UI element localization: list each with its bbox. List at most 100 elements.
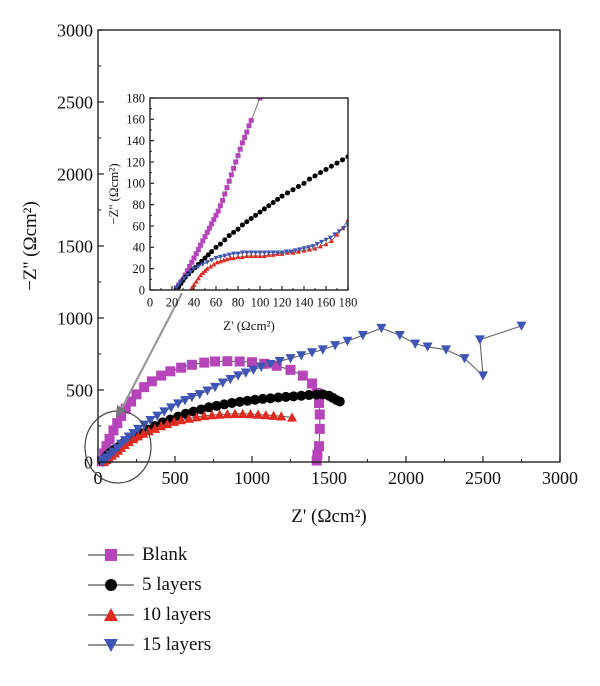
data-point <box>133 424 144 435</box>
data-point <box>305 245 311 250</box>
data-point <box>133 431 144 441</box>
data-point <box>334 232 340 237</box>
data-point <box>101 441 112 452</box>
data-point <box>237 408 248 419</box>
data-point <box>297 370 308 381</box>
data-point <box>334 396 345 407</box>
data-point <box>173 285 179 290</box>
data-point <box>195 275 201 281</box>
data-point <box>314 242 320 247</box>
data-point <box>199 357 210 368</box>
data-point <box>202 255 208 261</box>
data-point <box>330 341 341 351</box>
data-point <box>219 399 230 410</box>
data-point <box>307 378 318 389</box>
data-point <box>441 345 452 355</box>
data-point <box>226 252 232 258</box>
data-point <box>203 402 214 413</box>
data-point <box>296 249 301 254</box>
data-point <box>323 237 329 243</box>
data-point <box>211 261 217 267</box>
data-point <box>290 187 296 193</box>
data-point <box>222 409 233 419</box>
data-point <box>213 212 219 218</box>
data-point <box>146 376 157 387</box>
data-point <box>312 449 323 460</box>
data-point <box>273 392 284 403</box>
y-tick-label: 140 <box>126 134 145 148</box>
x-tick-label: 2500 <box>465 468 501 488</box>
data-point <box>296 351 307 361</box>
data-point <box>292 248 298 254</box>
data-point <box>242 395 253 406</box>
data-point <box>248 253 254 258</box>
data-point <box>287 412 298 422</box>
data-point <box>200 262 206 267</box>
x-tick-label: 100 <box>251 296 270 310</box>
data-point <box>244 219 250 225</box>
data-point <box>199 410 210 421</box>
legend-label: 10 layers <box>142 604 212 625</box>
data-point <box>275 196 281 202</box>
data-point <box>410 339 421 349</box>
data-point <box>266 203 272 209</box>
data-point <box>191 255 197 261</box>
data-point <box>215 208 221 214</box>
data-point <box>285 190 290 196</box>
y-tick-label: 40 <box>133 241 146 255</box>
data-point <box>159 407 170 417</box>
data-point <box>222 253 228 259</box>
data-point <box>180 396 191 406</box>
data-point <box>253 250 259 256</box>
zoom-arrow-line <box>120 292 183 411</box>
data-point <box>128 433 139 444</box>
legend-label: Blank <box>142 544 188 565</box>
data-point <box>256 362 267 372</box>
data-point <box>226 397 237 408</box>
data-point <box>206 410 217 420</box>
data-point <box>209 249 215 255</box>
zoom-arrow-head <box>116 405 126 418</box>
legend-symbol-circle <box>88 579 134 591</box>
data-point <box>279 193 285 199</box>
data-point <box>266 250 272 256</box>
data-point <box>217 254 223 260</box>
data-point <box>195 264 201 270</box>
data-point <box>303 390 314 401</box>
data-point <box>318 170 323 176</box>
data-point <box>245 409 256 419</box>
data-point <box>307 176 312 182</box>
data-point <box>301 180 307 186</box>
y-axis-label: −Z'' (Ωcm²) <box>20 201 41 291</box>
data-point <box>206 225 212 231</box>
data-point <box>276 411 287 421</box>
data-point <box>186 392 197 403</box>
data-point <box>257 209 263 215</box>
data-point <box>242 134 248 140</box>
data-point <box>217 203 223 209</box>
x-tick-label: 1500 <box>311 468 347 488</box>
y-tick-label: 2500 <box>57 92 93 112</box>
data-point <box>222 237 228 243</box>
y-tick-label: 80 <box>133 198 146 212</box>
data-point <box>194 390 205 400</box>
data-point <box>237 146 243 152</box>
data-point <box>211 400 222 411</box>
zoom-annotation <box>84 292 183 484</box>
y-tick-label: 20 <box>133 262 146 276</box>
x-tick-label: 0 <box>147 296 153 310</box>
data-point <box>265 393 276 404</box>
data-point <box>189 285 195 290</box>
data-point <box>209 221 215 227</box>
data-point <box>178 279 184 284</box>
data-point <box>257 393 268 404</box>
data-point <box>231 229 237 235</box>
data-point <box>191 282 197 287</box>
data-point <box>257 250 263 256</box>
data-point <box>145 415 156 426</box>
data-point <box>244 250 250 256</box>
y-tick-label: 160 <box>126 113 145 127</box>
data-point <box>234 396 245 407</box>
data-point <box>319 239 325 245</box>
